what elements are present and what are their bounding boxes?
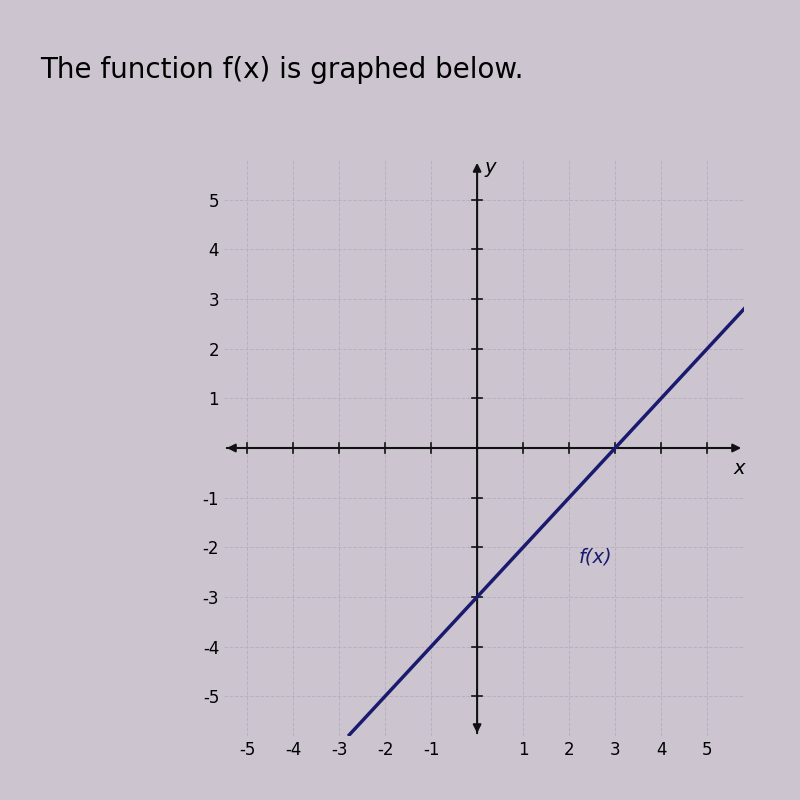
Text: The function f(x) is graphed below.: The function f(x) is graphed below. bbox=[40, 56, 523, 84]
Text: y: y bbox=[484, 158, 496, 177]
Text: x: x bbox=[734, 459, 745, 478]
Text: f(x): f(x) bbox=[578, 547, 612, 566]
